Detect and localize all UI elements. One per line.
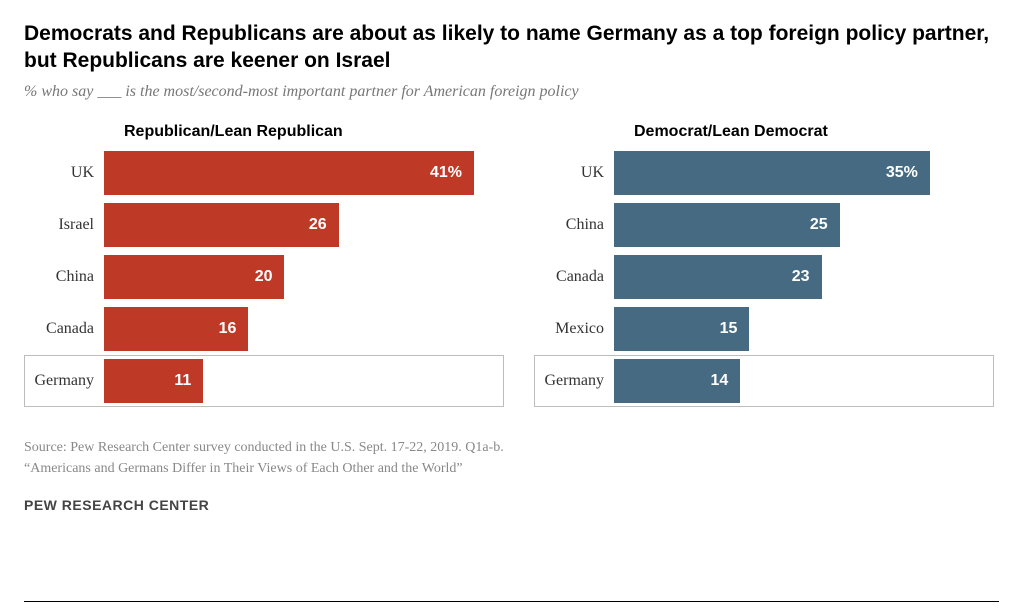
bar-row: China 20 xyxy=(24,255,504,299)
bar-area: 41% xyxy=(104,151,504,195)
bar-row: China 25 xyxy=(534,203,994,247)
source-line-1: Source: Pew Research Center survey condu… xyxy=(24,437,999,458)
bar-area: 20 xyxy=(104,255,504,299)
source-line-2: “Americans and Germans Differ in Their V… xyxy=(24,458,999,479)
bar-value: 15 xyxy=(720,320,750,338)
democrat-bars: UK 35% China 25 Canada 23 Mexico 15 Germany 14 xyxy=(534,151,994,403)
bar: 41% xyxy=(104,151,474,195)
bar-value: 14 xyxy=(711,372,741,390)
bar-row: Canada 23 xyxy=(534,255,994,299)
bar-area: 25 xyxy=(614,203,994,247)
charts-container: Republican/Lean Republican UK 41% Israel 26… xyxy=(24,123,999,411)
bar-area: 26 xyxy=(104,203,504,247)
bar-value: 41% xyxy=(430,164,474,182)
democrat-heading: Democrat/Lean Democrat xyxy=(634,123,994,141)
bar: 11 xyxy=(104,359,203,403)
bar-area: 35% xyxy=(614,151,994,195)
republican-bars: UK 41% Israel 26 China 20 Canada 16 Germany 11 xyxy=(24,151,504,403)
bar-row: Germany 14 xyxy=(534,359,994,403)
bar-value: 23 xyxy=(792,268,822,286)
bar-row: Germany 11 xyxy=(24,359,504,403)
bar: 25 xyxy=(614,203,840,247)
bar-row: UK 41% xyxy=(24,151,504,195)
chart-title: Democrats and Republicans are about as l… xyxy=(24,20,999,75)
bar: 23 xyxy=(614,255,822,299)
bar-label: Mexico xyxy=(534,320,614,338)
bar-label: Israel xyxy=(24,216,104,234)
bar-row: Mexico 15 xyxy=(534,307,994,351)
bar: 15 xyxy=(614,307,749,351)
republican-chart-panel: Republican/Lean Republican UK 41% Israel 26… xyxy=(24,123,504,411)
bar-area: 16 xyxy=(104,307,504,351)
democrat-chart-panel: Democrat/Lean Democrat UK 35% China 25 Canad… xyxy=(534,123,994,411)
footer-brand: PEW RESEARCH CENTER xyxy=(24,497,999,513)
bar-area: 15 xyxy=(614,307,994,351)
bottom-rule xyxy=(24,601,999,602)
bar-label: Canada xyxy=(24,320,104,338)
bar-value: 16 xyxy=(219,320,249,338)
bar-label: Germany xyxy=(24,372,104,390)
bar-value: 25 xyxy=(810,216,840,234)
bar-area: 11 xyxy=(104,359,504,403)
bar: 16 xyxy=(104,307,248,351)
bar-label: Canada xyxy=(534,268,614,286)
bar: 26 xyxy=(104,203,339,247)
bar-row: Canada 16 xyxy=(24,307,504,351)
bar-value: 20 xyxy=(255,268,285,286)
bar-label: China xyxy=(24,268,104,286)
bar-row: UK 35% xyxy=(534,151,994,195)
bar-label: China xyxy=(534,216,614,234)
bar-area: 23 xyxy=(614,255,994,299)
chart-subtitle: % who say ___ is the most/second-most im… xyxy=(24,83,999,101)
bar-label: UK xyxy=(24,164,104,182)
bar-label: Germany xyxy=(534,372,614,390)
bar: 35% xyxy=(614,151,930,195)
bar: 14 xyxy=(614,359,740,403)
bar-row: Israel 26 xyxy=(24,203,504,247)
bar-value: 11 xyxy=(174,372,203,390)
bar-value: 26 xyxy=(309,216,339,234)
bar-area: 14 xyxy=(614,359,994,403)
bar-label: UK xyxy=(534,164,614,182)
bar: 20 xyxy=(104,255,284,299)
bar-value: 35% xyxy=(886,164,930,182)
republican-heading: Republican/Lean Republican xyxy=(124,123,504,141)
